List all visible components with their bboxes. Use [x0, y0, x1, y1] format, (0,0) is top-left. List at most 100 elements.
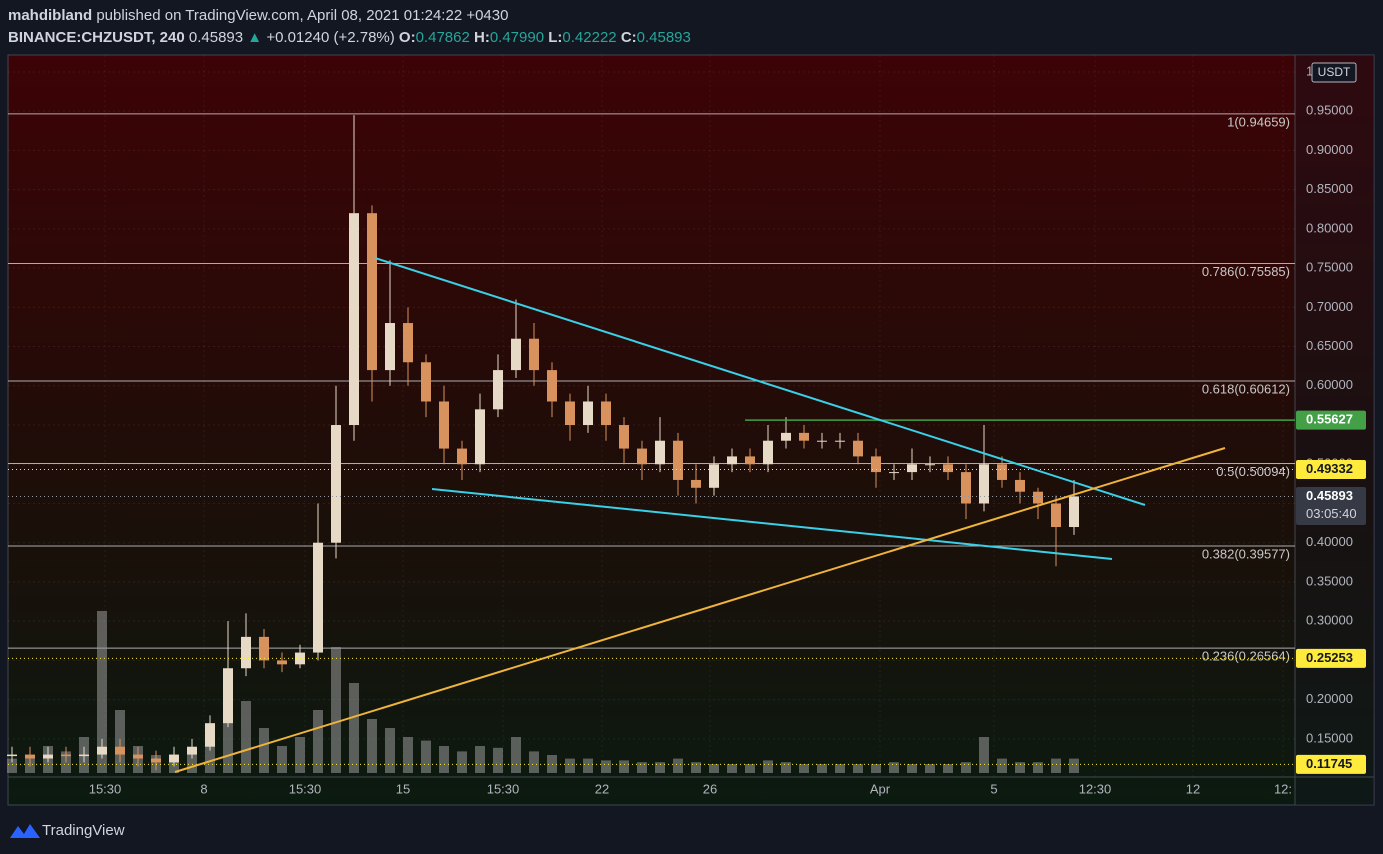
x-tick-label: 15: [396, 781, 410, 796]
legend: BINANCE:CHZUSDT, 240 0.45893 ▲ +0.01240 …: [8, 29, 691, 46]
volume-bar: [583, 758, 593, 773]
currency: USDT: [1318, 65, 1351, 79]
x-tick-label: 12:30: [1079, 781, 1112, 796]
volume-bar: [979, 737, 989, 773]
author: mahdibland: [8, 7, 92, 24]
candle-body: [367, 213, 377, 371]
candle-body: [745, 456, 755, 465]
candle-body: [277, 660, 287, 665]
l-label: L:: [548, 29, 562, 46]
low: 0.42222: [562, 29, 616, 46]
candle-body: [979, 464, 989, 504]
volume-bar: [493, 747, 503, 773]
volume-bar: [961, 762, 971, 773]
y-tick-label: 0.65000: [1306, 338, 1353, 353]
volume-bar: [187, 751, 197, 773]
volume-bar: [871, 764, 881, 773]
volume-bar: [727, 764, 737, 773]
price: 0.45893: [189, 29, 243, 46]
published: published on TradingView.com, April 08, …: [96, 7, 508, 24]
candle-body: [385, 323, 395, 371]
candle-body: [727, 456, 737, 465]
volume-bar: [745, 764, 755, 773]
volume-bar: [1051, 758, 1061, 773]
candle-body: [205, 723, 215, 747]
candle-body: [313, 542, 323, 653]
volume-bar: [1015, 762, 1025, 773]
candle-body: [853, 440, 863, 457]
volume-bar: [709, 764, 719, 773]
volume-bar: [853, 764, 863, 773]
candle-body: [1051, 503, 1061, 528]
volume-bar: [655, 762, 665, 773]
volume-bar: [277, 746, 287, 773]
candle-body: [1033, 491, 1043, 504]
x-tick-label: 15:30: [289, 781, 322, 796]
candle-body: [97, 746, 107, 755]
volume-bar: [907, 764, 917, 773]
candle-body: [133, 754, 143, 759]
candle-body: [187, 746, 197, 755]
fib-label: 0.786(0.75585): [1202, 264, 1290, 279]
volume-bar: [601, 760, 611, 773]
candle-body: [79, 754, 89, 757]
chart-area: [7, 54, 1375, 806]
volume-bar: [529, 751, 539, 773]
candle-body: [529, 338, 539, 371]
y-tick-label: 0.15000: [1306, 730, 1353, 745]
volume-bar: [421, 740, 431, 773]
x-tick-label: 15:30: [487, 781, 520, 796]
volume-bar: [241, 701, 251, 773]
candle-body: [619, 425, 629, 449]
volume-bar: [925, 764, 935, 773]
candle-body: [871, 456, 881, 473]
volume-bar: [475, 746, 485, 773]
volume-bar: [997, 758, 1007, 773]
candle-body: [7, 754, 17, 757]
candle-body: [403, 323, 413, 363]
price-badge-label: 0.11745: [1306, 756, 1352, 771]
candle-body: [763, 440, 773, 465]
candle-body: [583, 401, 593, 426]
y-tick-label: 0.75000: [1306, 260, 1353, 275]
candle-body: [799, 432, 809, 441]
fib-label: 0.5(0.50094): [1216, 464, 1290, 479]
volume-bar: [1033, 762, 1043, 773]
volume-bar: [349, 683, 359, 773]
open: 0.47862: [416, 29, 470, 46]
price-badge-label: 0.45893: [1306, 488, 1353, 503]
candle-body: [943, 464, 953, 473]
candle-body: [925, 464, 935, 466]
candle-body: [637, 448, 647, 465]
y-tick-label: 0.40000: [1306, 534, 1353, 549]
x-tick-label: 22: [595, 781, 609, 796]
chart-layer: 0.150000.200000.250000.300000.350000.400…: [7, 55, 1366, 796]
candle-body: [511, 338, 521, 371]
trend-line: [174, 447, 1226, 773]
y-tick-label: 1: [1306, 63, 1313, 78]
candle-body: [43, 754, 53, 759]
y-tick-label: 0.60000: [1306, 377, 1353, 392]
volume-bar: [385, 728, 395, 773]
price-badge: [1296, 410, 1366, 430]
volume-bar: [97, 611, 107, 773]
candle-body: [223, 668, 233, 724]
candle-body: [691, 479, 701, 488]
price-badge-label: 0.25253: [1306, 650, 1353, 665]
volume-bar: [511, 737, 521, 773]
y-tick-label: 0.95000: [1306, 103, 1353, 118]
fib-label: 0.618(0.60612): [1202, 381, 1290, 396]
footer: TradingView: [10, 822, 125, 839]
x-tick-label: 5: [990, 781, 997, 796]
volume-bar: [331, 647, 341, 773]
volume-bar: [637, 762, 647, 773]
volume-bar: [835, 764, 845, 773]
volume-bar: [259, 728, 269, 773]
candle-body: [439, 401, 449, 449]
o-label: O:: [399, 29, 416, 46]
price-badge: [1296, 754, 1366, 774]
y-tick-label: 0.80000: [1306, 220, 1353, 235]
candle-body: [241, 636, 251, 669]
candle-body: [1069, 496, 1079, 528]
